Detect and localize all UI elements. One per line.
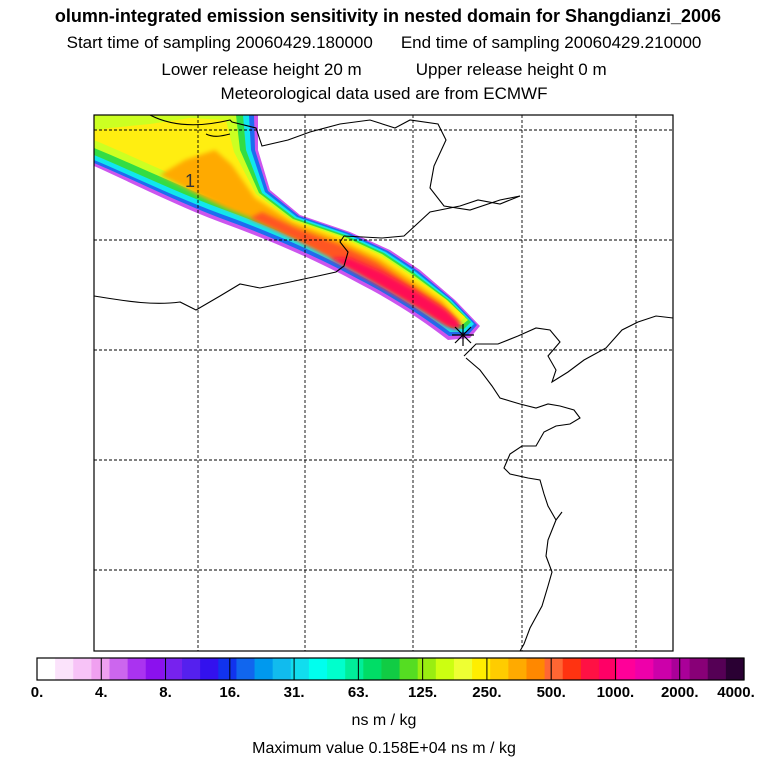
- colorbar-swatch: [707, 658, 727, 680]
- colorbar-swatch: [671, 658, 691, 680]
- colorbar-swatch: [127, 658, 147, 680]
- colorbar-swatch: [689, 658, 709, 680]
- colorbar-swatch: [635, 658, 654, 680]
- colorbar-tick-label: 125.: [408, 684, 438, 701]
- end-time: End time of sampling 20060429.210000: [400, 33, 702, 52]
- colorbar: [37, 658, 745, 680]
- colorbar-swatch: [91, 658, 111, 680]
- colorbar-swatch: [218, 658, 238, 680]
- colorbar-tick-label: 16.: [219, 684, 241, 701]
- colorbar-swatch: [617, 658, 636, 680]
- colorbar-swatch: [254, 658, 274, 680]
- colorbar-swatch: [653, 658, 673, 680]
- colorbar-swatch: [453, 658, 473, 680]
- colorbar-swatch: [290, 658, 310, 680]
- colorbar-swatch: [345, 658, 364, 680]
- release-heights: Lower release height 20 m Upper release h…: [0, 60, 768, 80]
- colorbar-tick-label: 250.: [472, 684, 502, 701]
- colorbar-tick-label: 4000.: [717, 684, 755, 701]
- colorbar-tick-label: 8.: [159, 684, 172, 701]
- lower-release-height: Lower release height 20 m: [161, 60, 362, 79]
- coastlines: [94, 115, 673, 651]
- colorbar-swatch: [399, 658, 419, 680]
- map-frame: [93, 114, 674, 652]
- colorbar-swatch: [363, 658, 383, 680]
- colorbar-tick-label: 31.: [283, 684, 305, 701]
- colorbar-swatch: [55, 658, 74, 680]
- colorbar-swatch: [308, 658, 328, 680]
- colorbar-swatch: [327, 658, 346, 680]
- colorbar-swatch: [145, 658, 165, 680]
- grid-lines: [94, 115, 673, 651]
- colorbar-swatch: [725, 658, 745, 680]
- colorbar-tick-label: 63.: [347, 684, 369, 701]
- colorbar-swatch: [109, 658, 129, 680]
- coastline-bohai: [343, 195, 521, 239]
- start-time: Start time of sampling 20060429.180000: [66, 33, 373, 52]
- colorbar-swatch: [182, 658, 201, 680]
- colorbar-swatch: [200, 658, 219, 680]
- colorbar-swatch: [508, 658, 528, 680]
- colorbar-tick-label: 4.: [95, 684, 108, 701]
- plume-red-core: [330, 258, 462, 330]
- colorbar-swatch: [236, 658, 256, 680]
- maximum-value: Maximum value 0.158E+04 ns m / kg: [252, 740, 516, 757]
- colorbar-unit: ns m / kg: [351, 712, 417, 729]
- coastline-east: [463, 315, 673, 384]
- contour-label: 1: [185, 171, 195, 191]
- colorbar-swatch: [580, 658, 600, 680]
- coastline-south: [555, 511, 563, 521]
- met-data-source: Meteorological data used are from ECMWF: [220, 84, 548, 103]
- colorbar-swatch: [163, 658, 183, 680]
- colorbar-tick-label: 0.: [30, 684, 44, 701]
- receptor-star-icon: [452, 324, 474, 346]
- map-title: olumn-integrated emission sensitivity in…: [54, 6, 722, 26]
- colorbar-swatch: [272, 658, 292, 680]
- colorbar-swatch: [435, 658, 455, 680]
- colorbar-swatch: [417, 658, 437, 680]
- coastline-bay: [94, 235, 349, 311]
- colorbar-swatch: [381, 658, 401, 680]
- colorbar-swatch: [526, 658, 546, 680]
- colorbar-swatch: [490, 658, 509, 680]
- sampling-times: Start time of sampling 20060429.180000 En…: [0, 33, 768, 53]
- colorbar-swatch: [472, 658, 491, 680]
- colorbar-tick-label: 2000.: [660, 684, 699, 701]
- coastline-north: [149, 115, 521, 211]
- colorbar-swatch: [598, 658, 618, 680]
- upper-release-height: Upper release height 0 m: [415, 60, 607, 79]
- colorbar-swatch: [544, 658, 564, 680]
- colorbar-tick-label: 1000.: [596, 684, 635, 701]
- colorbar-swatch: [37, 658, 56, 680]
- colorbar-swatch: [562, 658, 582, 680]
- colorbar-frame: [36, 657, 745, 681]
- colorbar-swatch: [73, 658, 92, 680]
- coastline-peninsula: [465, 357, 581, 651]
- coastline-west-detail: [205, 133, 231, 137]
- colorbar-tick-label: 500.: [536, 684, 566, 701]
- sensitivity-plume: [94, 115, 480, 340]
